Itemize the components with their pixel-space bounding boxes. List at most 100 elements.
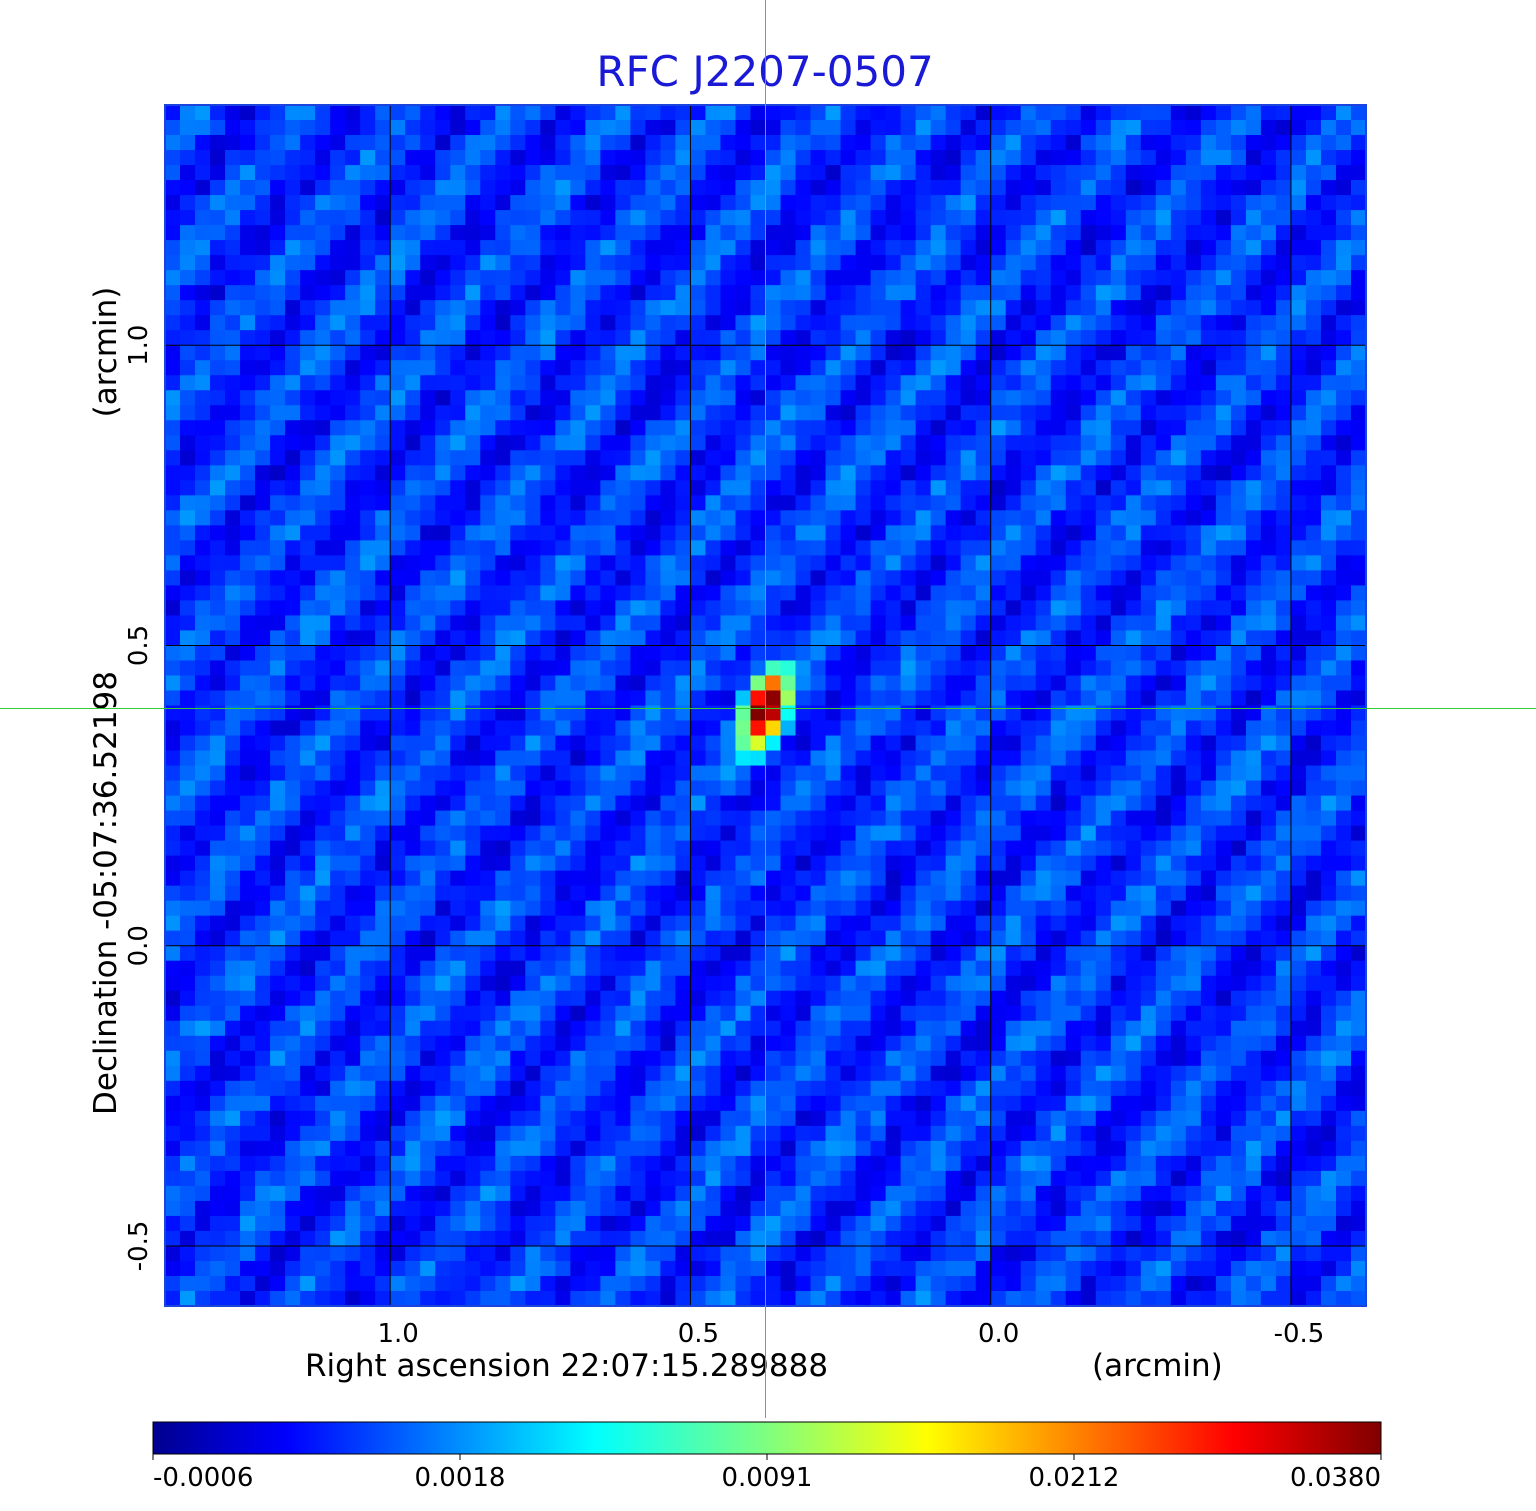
map-pixel bbox=[405, 255, 421, 271]
map-pixel bbox=[1215, 795, 1232, 812]
map-pixel bbox=[1320, 450, 1337, 466]
map-pixel bbox=[840, 1005, 857, 1022]
map-pixel bbox=[1080, 390, 1097, 406]
map-pixel bbox=[870, 300, 887, 316]
map-pixel bbox=[165, 585, 181, 602]
map-pixel bbox=[1140, 645, 1157, 662]
map-pixel bbox=[600, 435, 616, 451]
map-pixel bbox=[165, 180, 181, 196]
map-pixel bbox=[720, 690, 737, 707]
map-pixel bbox=[1170, 210, 1187, 226]
map-pixel bbox=[285, 105, 301, 121]
map-pixel bbox=[1230, 795, 1247, 812]
map-pixel bbox=[450, 525, 466, 541]
map-pixel bbox=[570, 825, 586, 842]
map-pixel bbox=[1335, 720, 1352, 737]
map-pixel bbox=[420, 420, 436, 436]
map-pixel bbox=[1320, 270, 1337, 286]
map-pixel bbox=[600, 240, 616, 256]
map-pixel bbox=[705, 720, 722, 737]
map-pixel bbox=[630, 300, 646, 316]
map-pixel bbox=[735, 405, 752, 421]
map-pixel bbox=[1305, 810, 1322, 827]
map-pixel bbox=[1200, 120, 1217, 136]
map-pixel bbox=[1095, 660, 1112, 677]
map-pixel bbox=[1035, 345, 1052, 361]
map-pixel bbox=[420, 195, 436, 211]
map-pixel bbox=[1080, 780, 1097, 797]
map-pixel bbox=[240, 765, 256, 782]
map-pixel bbox=[345, 360, 361, 376]
map-pixel bbox=[255, 150, 271, 166]
map-pixel bbox=[405, 540, 421, 556]
map-pixel bbox=[360, 840, 376, 857]
map-pixel bbox=[300, 825, 316, 842]
map-pixel bbox=[375, 255, 391, 271]
map-pixel bbox=[420, 405, 436, 421]
map-pixel bbox=[330, 900, 346, 917]
map-pixel bbox=[345, 480, 361, 496]
map-pixel bbox=[1245, 570, 1262, 586]
map-pixel bbox=[1305, 825, 1322, 842]
map-pixel bbox=[585, 570, 601, 586]
map-pixel bbox=[240, 120, 256, 136]
map-pixel bbox=[885, 630, 902, 647]
map-pixel bbox=[1335, 675, 1352, 692]
map-pixel bbox=[885, 720, 902, 737]
map-pixel bbox=[1200, 420, 1217, 436]
map-pixel bbox=[1320, 630, 1337, 647]
map-pixel bbox=[510, 435, 526, 451]
map-pixel bbox=[840, 405, 857, 421]
map-pixel bbox=[210, 330, 226, 346]
map-pixel bbox=[285, 165, 301, 181]
map-pixel bbox=[435, 255, 451, 271]
map-pixel bbox=[360, 435, 376, 451]
map-pixel bbox=[495, 960, 511, 977]
map-pixel bbox=[1065, 570, 1082, 586]
map-pixel bbox=[675, 750, 692, 767]
map-pixel bbox=[870, 135, 887, 151]
map-pixel bbox=[900, 855, 917, 872]
map-pixel bbox=[720, 840, 737, 857]
map-pixel bbox=[195, 945, 211, 962]
map-pixel bbox=[465, 855, 481, 872]
map-pixel bbox=[210, 465, 226, 481]
map-pixel bbox=[1200, 840, 1217, 857]
map-pixel bbox=[1095, 915, 1112, 932]
map-pixel bbox=[285, 150, 301, 166]
map-pixel bbox=[1215, 360, 1232, 376]
map-pixel bbox=[555, 630, 571, 647]
map-pixel bbox=[795, 405, 812, 421]
map-pixel bbox=[1110, 690, 1127, 707]
map-pixel bbox=[1005, 735, 1022, 752]
map-pixel bbox=[180, 510, 196, 526]
map-pixel bbox=[1230, 780, 1247, 797]
map-pixel bbox=[1230, 210, 1247, 226]
map-pixel bbox=[495, 795, 511, 812]
map-pixel bbox=[1215, 690, 1232, 707]
map-pixel bbox=[1140, 375, 1157, 391]
map-pixel bbox=[1050, 240, 1067, 256]
map-pixel bbox=[1335, 540, 1352, 556]
map-pixel bbox=[960, 465, 977, 481]
map-pixel bbox=[960, 600, 977, 617]
map-pixel bbox=[1245, 945, 1262, 962]
map-pixel bbox=[1050, 750, 1067, 767]
map-pixel bbox=[1245, 735, 1262, 752]
map-pixel bbox=[735, 705, 752, 722]
map-pixel bbox=[1035, 285, 1052, 301]
map-pixel bbox=[1065, 255, 1082, 271]
map-pixel bbox=[285, 390, 301, 406]
map-pixel bbox=[630, 540, 646, 556]
map-pixel bbox=[1230, 975, 1247, 992]
map-pixel bbox=[1200, 780, 1217, 797]
map-pixel bbox=[525, 255, 541, 271]
map-pixel bbox=[180, 315, 196, 331]
map-pixel bbox=[1095, 840, 1112, 857]
map-pixel bbox=[1200, 525, 1217, 541]
map-pixel bbox=[795, 1005, 812, 1022]
map-pixel bbox=[825, 975, 842, 992]
map-pixel bbox=[210, 870, 226, 887]
map-pixel bbox=[210, 690, 226, 707]
map-pixel bbox=[975, 885, 992, 902]
